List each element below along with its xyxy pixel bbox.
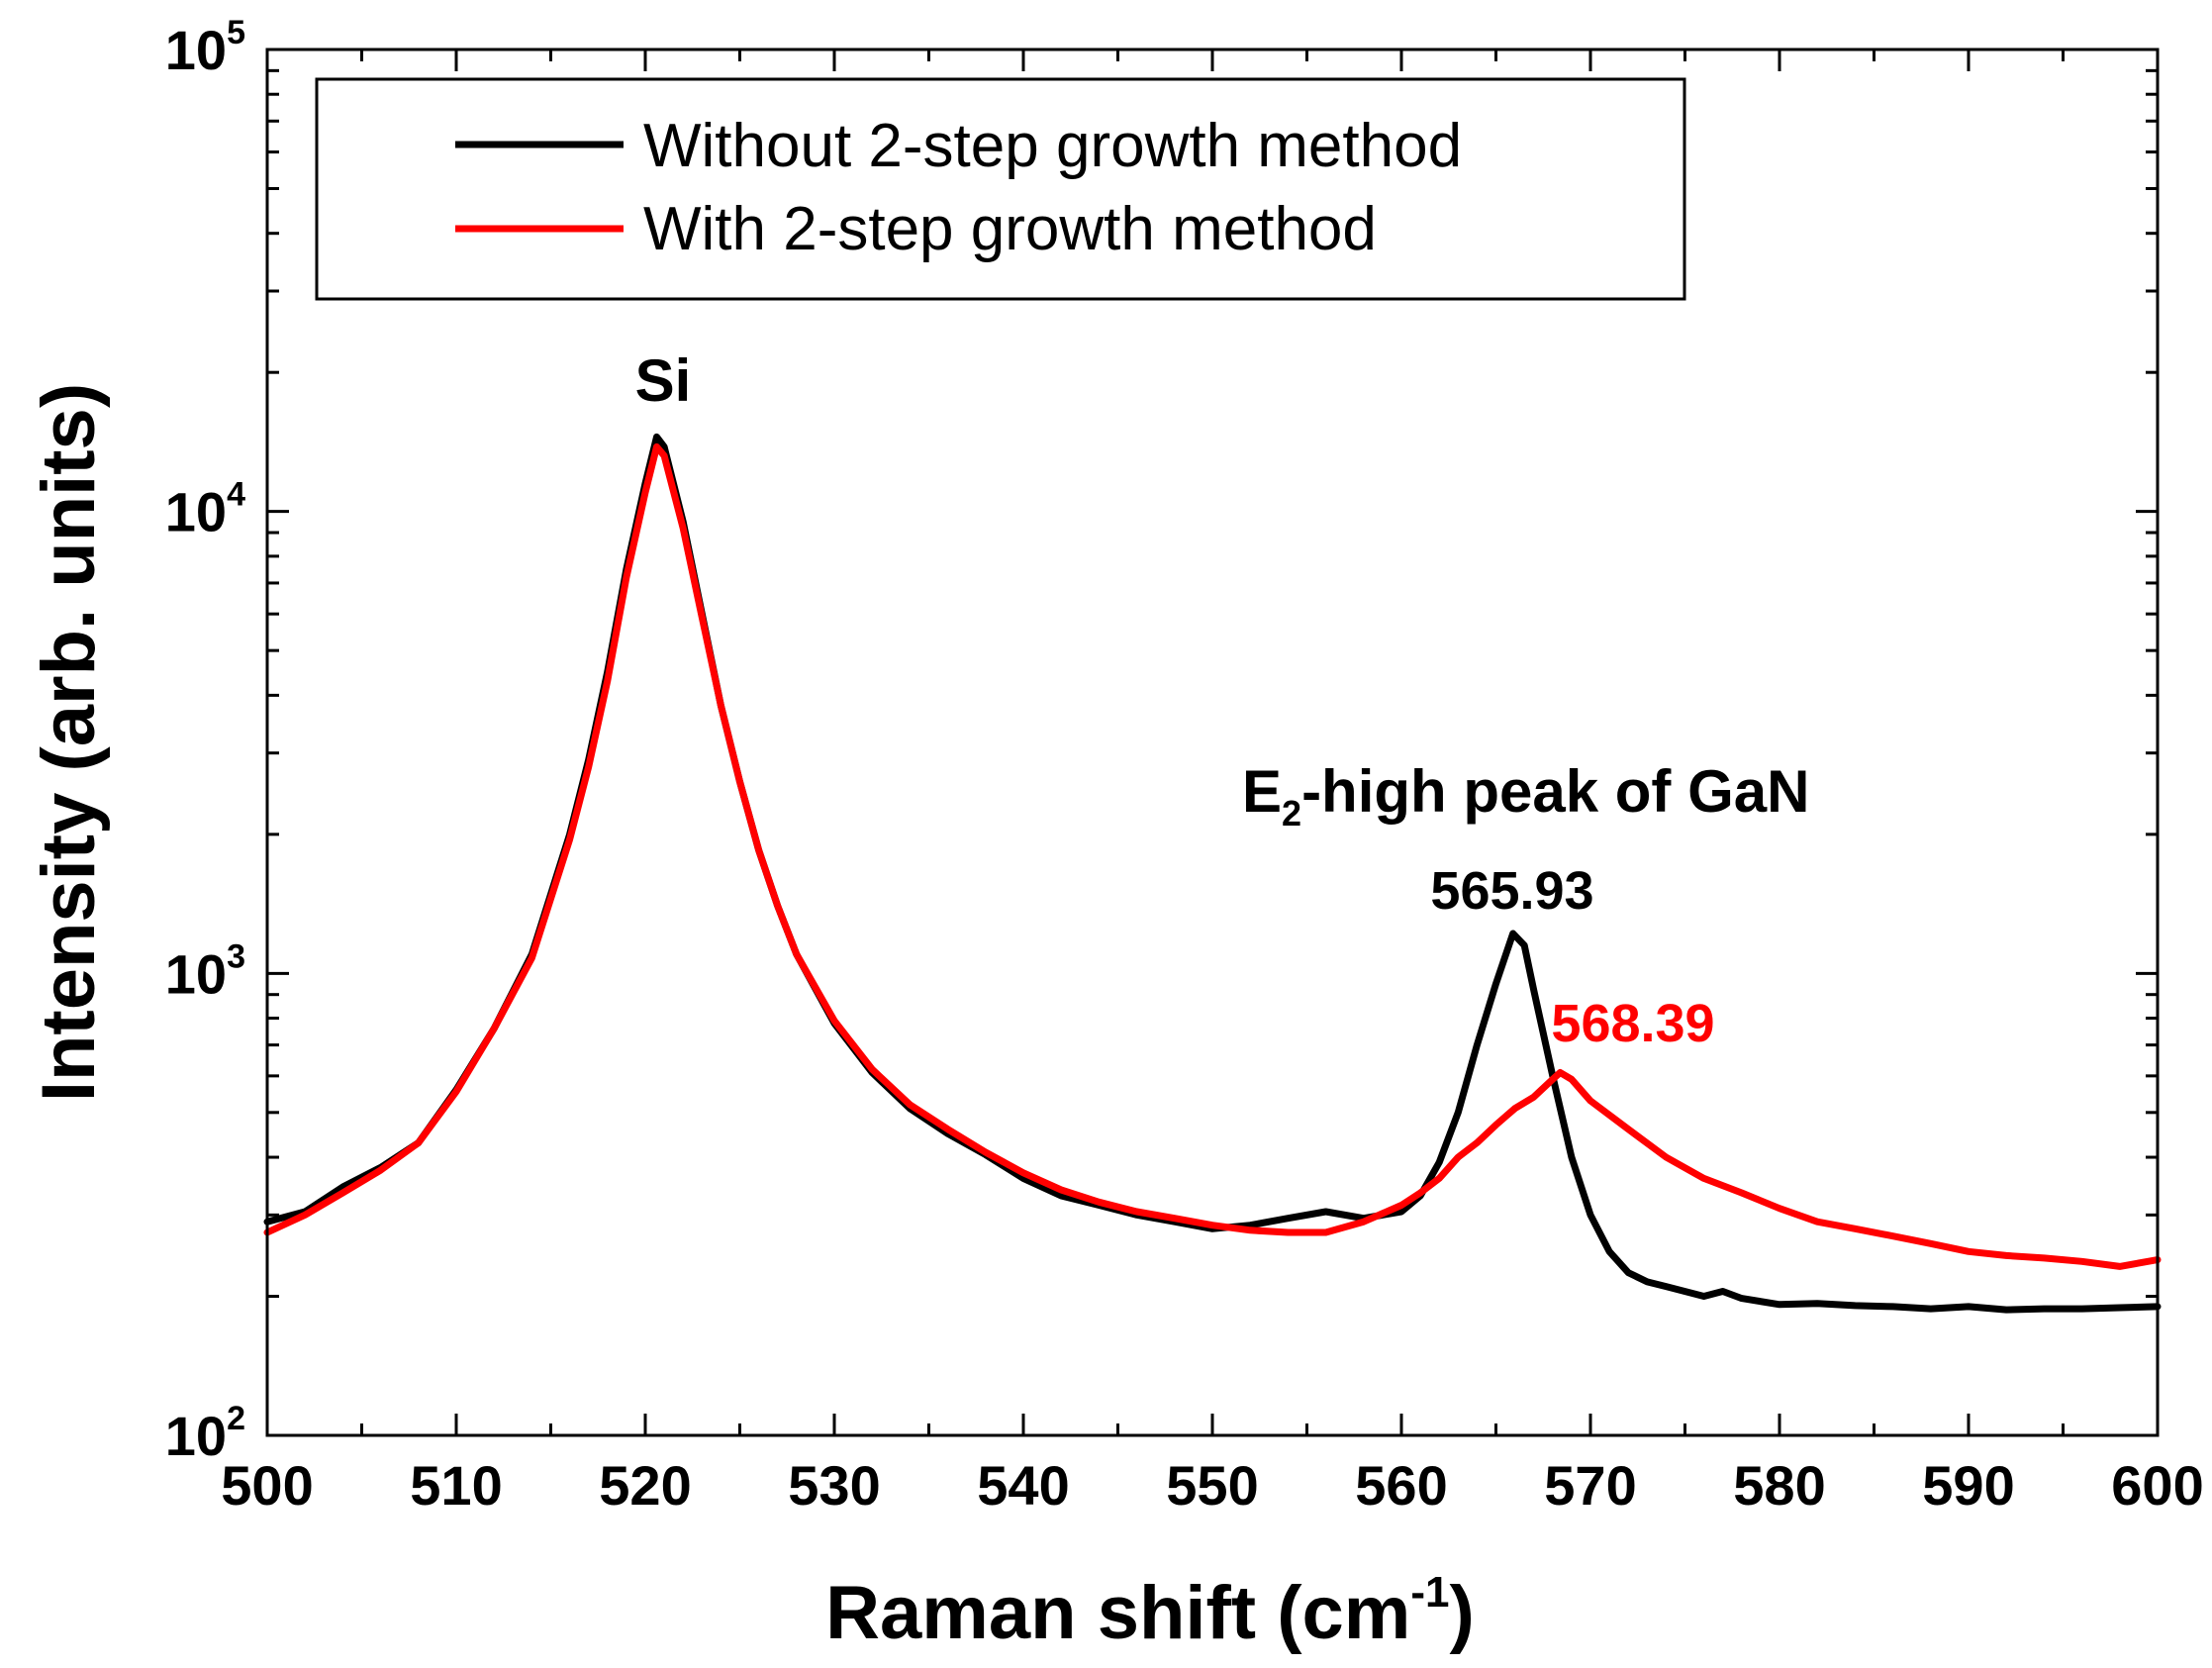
- gan-label-sub: 2: [1282, 793, 1301, 834]
- legend: Without 2-step growth method With 2-step…: [315, 77, 1686, 301]
- series-lines: [263, 433, 2162, 1314]
- x-axis-title: Raman shift (cm-1): [825, 1568, 1475, 1655]
- x-tick-label: 570: [1544, 1454, 1636, 1517]
- y-tick-base: 10: [165, 1405, 227, 1467]
- gan-label-rest: -high peak of GaN: [1301, 758, 1809, 825]
- y-tick-exp: 2: [227, 1400, 245, 1437]
- y-tick-label: 102: [165, 1400, 245, 1467]
- minor-ticks: [267, 49, 2158, 1435]
- plot-frame: [265, 48, 2160, 1437]
- y-tick-base: 10: [165, 481, 227, 543]
- x-tick-label: 580: [1733, 1454, 1825, 1517]
- y-tick-label: 103: [165, 937, 245, 1005]
- y-tick-exp: 5: [227, 14, 245, 51]
- y-tick-exp: 3: [227, 937, 245, 975]
- peak-value-with: 568.39: [1551, 994, 1714, 1053]
- y-tick-exp: 4: [227, 476, 245, 514]
- x-tick-label: 530: [788, 1454, 880, 1517]
- x-axis-title-sup: -1: [1410, 1568, 1449, 1617]
- x-axis-title-end: ): [1450, 1571, 1475, 1655]
- y-tick-base: 10: [165, 19, 227, 81]
- x-tick-label: 500: [221, 1454, 313, 1517]
- y-tick-base: 10: [165, 942, 227, 1005]
- x-axis-title-main: Raman shift (cm: [825, 1571, 1410, 1655]
- x-tick-labels: 500 510 520 530 540 550 560 570 580 590 600: [221, 1454, 2203, 1517]
- x-tick-label: 520: [599, 1454, 691, 1517]
- gan-peak-label: E2-high peak of GaN: [1242, 758, 1809, 834]
- si-peak-label: Si: [635, 347, 692, 414]
- x-tick-label: 510: [410, 1454, 502, 1517]
- legend-label-without: Without 2-step growth method: [643, 112, 1462, 180]
- legend-label-with: With 2-step growth method: [643, 195, 1377, 263]
- y-tick-label: 105: [165, 14, 245, 81]
- x-tick-label: 600: [2111, 1454, 2203, 1517]
- x-tick-label: 540: [977, 1454, 1069, 1517]
- x-tick-label: 550: [1166, 1454, 1258, 1517]
- gan-label-e: E: [1242, 758, 1282, 825]
- y-tick-label: 104: [165, 476, 245, 543]
- x-tick-label: 560: [1355, 1454, 1447, 1517]
- x-tick-label: 590: [1922, 1454, 2014, 1517]
- series-line-with: [263, 442, 2162, 1270]
- y-axis-title: Intensity (arb. units): [27, 383, 111, 1102]
- peak-value-without: 565.93: [1430, 861, 1593, 921]
- legend-box: [315, 77, 1686, 301]
